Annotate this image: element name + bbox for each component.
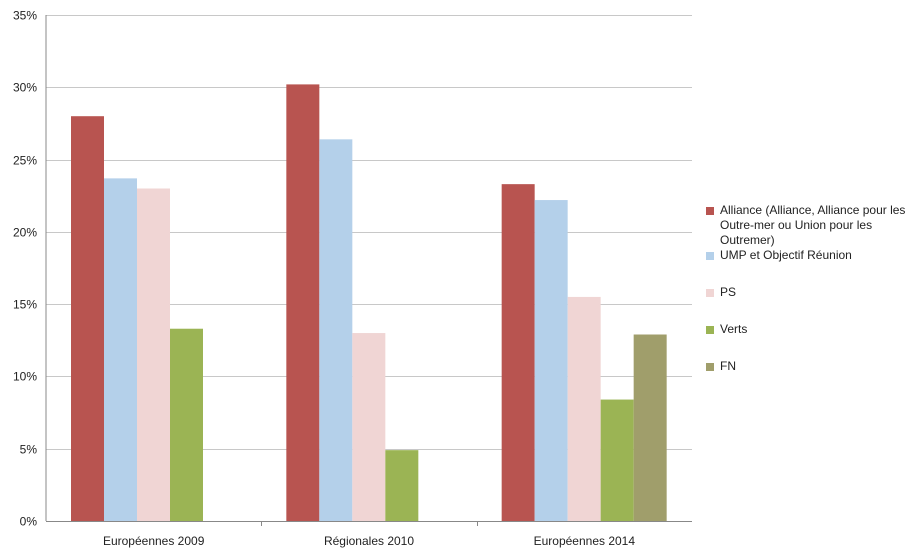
bar [600,399,634,521]
legend: Alliance (Alliance, Alliance pour les Ou… [706,203,916,374]
legend-swatch [706,252,714,260]
y-axis-ticks: 0% 5% 10% 15% 20% 25% 30% 35% [13,9,37,529]
bar [170,328,203,521]
legend-label: Alliance (Alliance, Alliance pour les Ou… [720,203,906,247]
legend-item: UMP et Objectif Réunion [706,248,916,263]
legend-swatch [706,207,714,215]
bar [567,296,601,521]
bar [319,139,353,521]
legend-swatch [706,363,714,371]
legend-label: PS [720,285,737,299]
bar [501,184,535,522]
bar [633,334,667,521]
legend-label: Verts [720,322,748,336]
y-tick-label: 15% [13,298,37,312]
legend-item: FN [706,359,916,374]
legend-swatch [706,289,714,297]
legend-item: Verts [706,322,916,337]
y-tick-label: 5% [20,443,38,457]
bar [352,333,386,521]
y-tick-label: 20% [13,226,37,240]
bar [534,200,568,521]
bar [385,450,419,521]
y-tick-label: 25% [13,154,37,168]
x-axis: Européennes 2009 Régionales 2010 Européenn… [45,15,692,548]
y-tick-label: 35% [13,9,37,23]
bar [71,116,104,521]
x-tick-label: Européennes 2009 [103,534,205,548]
legend-label: FN [720,359,736,373]
legend-item: Alliance (Alliance, Alliance pour les Ou… [706,203,916,248]
x-tick-label: Européennes 2014 [534,534,636,548]
y-tick-label: 30% [13,81,37,95]
x-tick-label: Régionales 2010 [324,534,414,548]
bar [137,188,170,521]
y-tick-label: 0% [20,515,38,529]
bars [71,84,667,522]
legend-item: PS [706,285,916,300]
bar [104,178,137,521]
bar [286,84,320,521]
legend-label: UMP et Objectif Réunion [720,248,852,262]
y-tick-label: 10% [13,370,37,384]
legend-swatch [706,326,714,334]
